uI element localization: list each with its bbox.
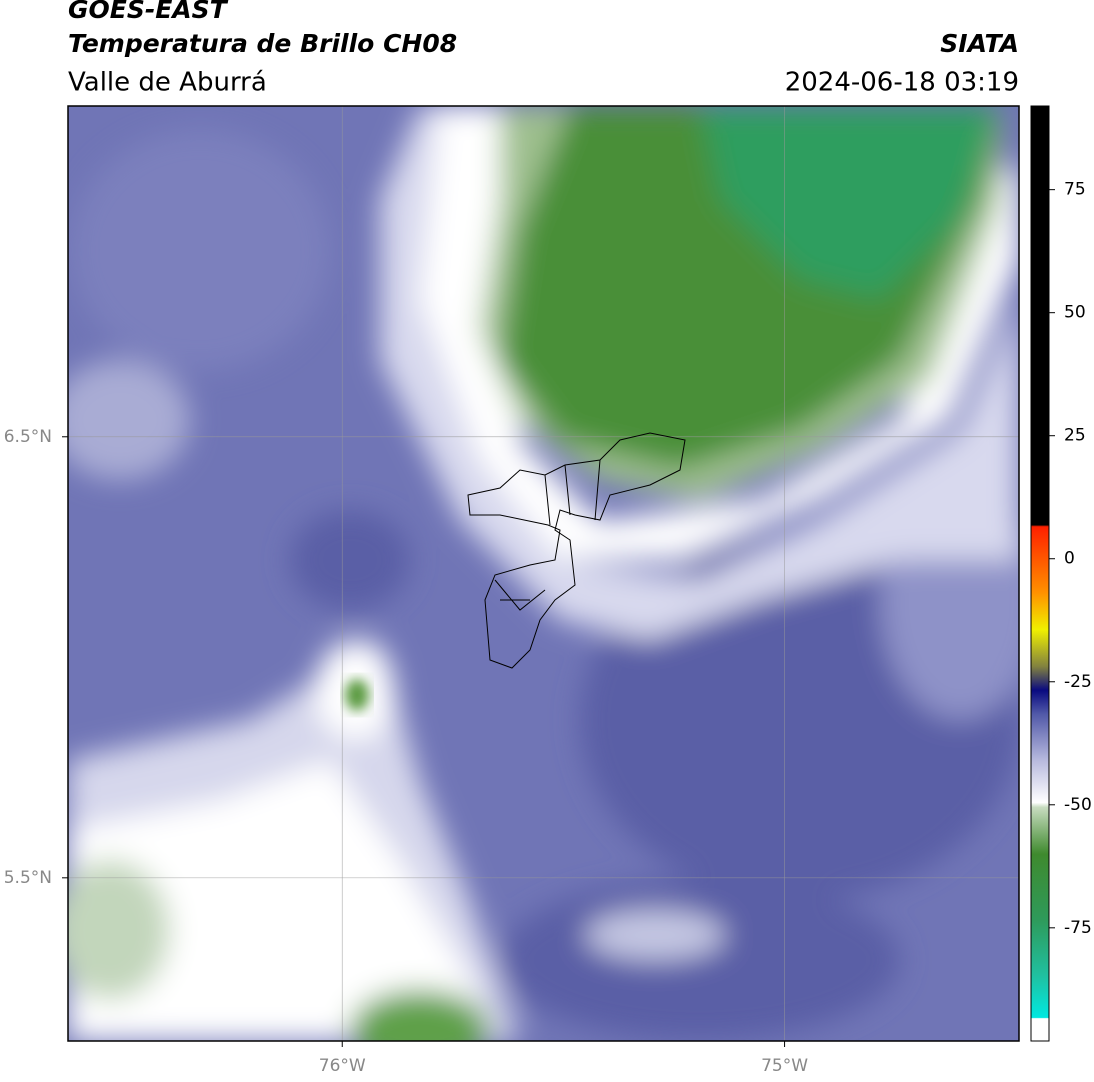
colorbar-label: 50 [1064,303,1086,323]
source: SIATA [940,29,1019,58]
colorbar-label: -75 [1064,918,1092,938]
lon-label: 76°W [319,1056,366,1076]
region: Valle de Aburrá [68,68,267,98]
lat-label: 6.5°N [4,427,52,447]
lat-label: 5.5°N [4,868,52,888]
brightness-field [68,106,1019,1041]
satellite: GOES-EAST [68,0,229,24]
colorbar-label: 75 [1064,180,1086,200]
colorbar [1030,105,1050,1042]
colorbar-label: 0 [1064,549,1075,569]
graticule [68,106,1019,1041]
colorbar-label: -25 [1064,672,1092,692]
lon-label: 75°W [761,1056,808,1076]
map-frame [67,105,1020,1042]
datetime: 2024-06-18 03:19 [785,68,1019,98]
colorbar-label: -50 [1064,795,1092,815]
colorbar-label: 25 [1064,426,1086,446]
valley-outline [467,432,686,669]
product: Temperatura de Brillo CH08 [68,29,457,58]
